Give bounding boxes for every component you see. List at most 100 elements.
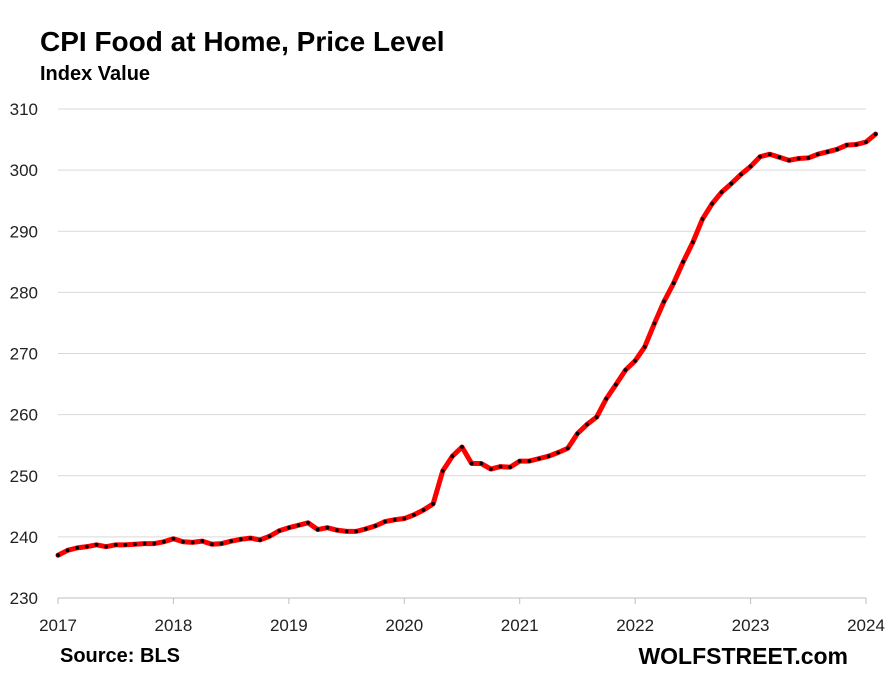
data-point [133,542,137,547]
x-tick-label: 2018 [155,616,193,635]
data-point [777,155,782,160]
data-point [392,517,397,522]
data-point [94,542,99,547]
data-point [267,534,272,539]
data-point [460,445,464,449]
data-point [75,545,80,550]
data-point [383,519,387,524]
gridlines [58,108,866,538]
data-point [652,321,657,326]
data-point [200,539,205,544]
data-point [248,536,253,540]
chart-subtitle: Index Value [40,63,151,85]
data-point [681,259,686,264]
data-point [113,542,118,547]
data-point [219,541,224,546]
data-point [787,158,791,163]
data-point [440,468,445,473]
data-point [825,149,830,154]
x-tick-label: 2024 [847,616,885,635]
data-point [479,461,484,466]
data-point [142,541,147,546]
y-tick-label: 230 [10,589,38,608]
data-point [758,154,763,159]
data-point [575,431,580,436]
data-point [806,156,811,160]
data-point [864,140,868,144]
data-point [739,172,743,177]
y-tick-label: 250 [10,467,38,486]
data-point [729,181,734,186]
y-tick-label: 260 [10,406,38,425]
data-point [315,527,320,532]
series-group [55,131,879,558]
data-point [594,415,599,419]
y-tick-label: 280 [10,283,38,302]
y-tick-label: 300 [10,161,38,180]
data-point [210,542,214,547]
data-point [286,525,291,530]
data-point [171,536,176,541]
data-point [306,520,310,525]
data-point [123,542,128,547]
data-point [633,358,638,363]
data-point [152,541,157,546]
data-point [421,508,426,512]
data-point [229,539,234,544]
data-point [546,454,551,459]
y-tick-label: 310 [10,100,38,119]
data-point [190,540,195,545]
data-point [662,299,666,304]
data-point [335,528,339,533]
x-tick-label: 2019 [270,616,308,635]
data-point [402,516,407,521]
data-point [767,152,772,157]
data-point [565,446,570,451]
x-tick-label: 2017 [39,616,77,635]
chart-title: CPI Food at Home, Price Level [40,26,445,57]
data-point [614,382,618,387]
data-point [671,281,676,286]
data-point [796,156,801,161]
data-point [238,537,243,542]
data-point [161,539,166,544]
data-point [623,368,628,372]
data-point [84,544,89,549]
y-axis: 230 240 250 260 270 280 290 300 310 [10,100,38,608]
data-point [373,523,378,528]
data-point [835,147,840,152]
data-point [431,501,436,506]
series-line [55,131,879,558]
data-point [104,544,108,549]
data-point [585,422,589,427]
data-point [537,456,541,461]
y-tick-label: 240 [10,528,38,547]
data-point [604,396,609,401]
data-point [469,461,474,466]
data-point [325,525,330,530]
data-point [65,548,70,553]
x-tick-label: 2021 [501,616,539,635]
data-point [488,467,493,471]
y-tick-label: 290 [10,222,38,241]
data-point [816,152,820,157]
data-point [527,459,532,463]
x-axis: 2017 2018 2019 2020 2021 2022 2023 2024 [39,597,885,635]
data-point [498,464,503,469]
x-tick-label: 2023 [732,616,770,635]
data-point [854,142,859,147]
brand-label: WOLFSTREET.com [638,643,848,669]
data-point [844,143,849,147]
data-point [354,529,359,534]
data-point [517,459,522,463]
data-point [556,450,561,455]
data-point [719,190,724,195]
data-point [56,553,60,558]
data-point [690,240,695,245]
data-point [873,132,878,136]
source-note: Source: BLS [60,645,181,667]
data-point [748,164,753,169]
x-tick-label: 2020 [385,616,423,635]
data-point [296,523,301,528]
